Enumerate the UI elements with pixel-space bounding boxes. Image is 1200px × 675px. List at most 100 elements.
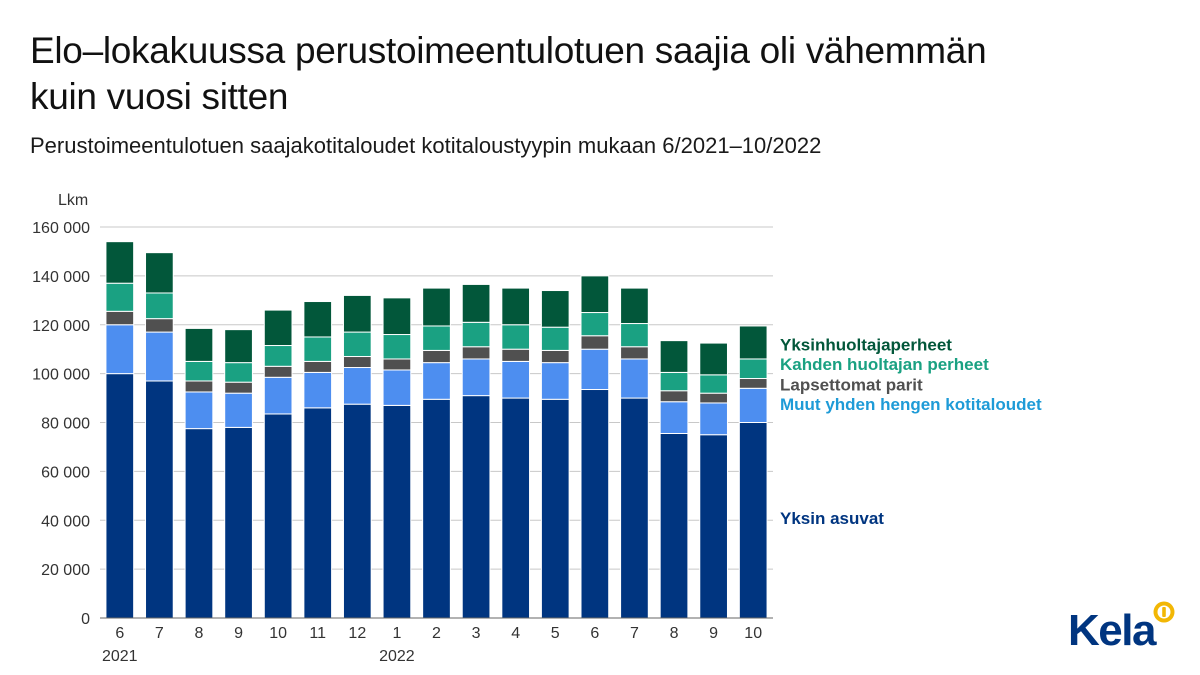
x-tick-label: 7 bbox=[630, 625, 639, 642]
x-tick-label: 4 bbox=[511, 625, 520, 642]
bar-segment-1 bbox=[145, 380, 174, 619]
bar-segment-3 bbox=[105, 310, 135, 326]
bar-segment-3 bbox=[699, 392, 728, 404]
bar-segment-4 bbox=[303, 336, 333, 362]
bar-segment-3 bbox=[224, 381, 253, 394]
chart-subtitle: Perustoimeentulotuen saajakotitaloudet k… bbox=[30, 133, 822, 158]
bar-segment-5 bbox=[461, 283, 491, 323]
bar-segment-1 bbox=[580, 389, 610, 619]
bar-segment-4 bbox=[422, 325, 451, 351]
bar-segment-5 bbox=[303, 301, 333, 338]
x-tick-label: 9 bbox=[234, 625, 243, 642]
bar-segment-4 bbox=[501, 324, 531, 350]
bar-segment-4 bbox=[145, 292, 174, 320]
bar-segment-5 bbox=[145, 252, 174, 294]
kela-mark-icon bbox=[1153, 601, 1175, 623]
bar-segment-1 bbox=[303, 407, 333, 619]
legend-label: Kahden huoltajan perheet bbox=[780, 355, 989, 374]
bar-segment-4 bbox=[382, 334, 412, 360]
bar-segment-1 bbox=[461, 395, 491, 619]
bar-segment-4 bbox=[184, 360, 214, 382]
bar-segment-1 bbox=[659, 432, 689, 619]
logo-text: Kela bbox=[1068, 606, 1156, 655]
y-tick-label: 80 000 bbox=[41, 416, 90, 433]
bar-segment-1 bbox=[342, 403, 372, 619]
bar-segment-1 bbox=[422, 398, 451, 619]
bar-segment-4 bbox=[580, 312, 610, 337]
bar-segment-2 bbox=[699, 402, 728, 436]
bar-segment-2 bbox=[382, 369, 412, 406]
x-tick-label: 6 bbox=[115, 625, 124, 642]
bar-segment-4 bbox=[105, 282, 135, 312]
bar-segment-1 bbox=[224, 426, 253, 619]
bar-segment-1 bbox=[382, 404, 412, 619]
bar-segment-3 bbox=[620, 346, 649, 360]
bar-segment-5 bbox=[422, 287, 451, 327]
y-axis: 0 20 000 40 000 60 000 80 000 100 000 120 000 1… bbox=[32, 192, 90, 628]
bar-segment-5 bbox=[184, 327, 214, 362]
bar-segment-1 bbox=[699, 434, 728, 619]
bar-segment-3 bbox=[461, 346, 491, 360]
y-tick-label: 20 000 bbox=[41, 562, 90, 579]
bar-segment-4 bbox=[659, 371, 689, 392]
bar-segment-2 bbox=[738, 387, 768, 424]
bar-segment-2 bbox=[501, 360, 531, 399]
bar-segment-2 bbox=[620, 358, 649, 399]
bar-segment-1 bbox=[540, 398, 570, 619]
x-tick-label: 9 bbox=[709, 625, 718, 642]
bar-segment-3 bbox=[580, 335, 610, 350]
x-tick-label: 2 bbox=[432, 625, 441, 642]
bar-segment-4 bbox=[342, 331, 372, 358]
bar-segment-1 bbox=[501, 397, 531, 619]
bar-segment-4 bbox=[263, 345, 293, 367]
bar-segment-3 bbox=[422, 349, 451, 364]
bar-segment-5 bbox=[382, 297, 412, 336]
bar-segment-1 bbox=[738, 422, 768, 619]
bar-segment-5 bbox=[501, 287, 531, 326]
x-tick-label: 3 bbox=[472, 625, 481, 642]
bar-segment-3 bbox=[540, 349, 570, 364]
bar-segment-4 bbox=[738, 358, 768, 380]
bar-segment-1 bbox=[620, 397, 649, 619]
x-tick-label: 10 bbox=[744, 625, 762, 642]
bar-segment-2 bbox=[105, 324, 135, 375]
bar-segment-4 bbox=[224, 362, 253, 383]
x-year-label: 2022 bbox=[379, 648, 415, 665]
bar-segment-5 bbox=[540, 290, 570, 328]
x-tick-label: 11 bbox=[309, 625, 326, 642]
bar-segment-3 bbox=[303, 360, 333, 373]
bar-segment-2 bbox=[263, 376, 293, 415]
bar-segment-5 bbox=[224, 329, 253, 364]
bar-segment-4 bbox=[540, 326, 570, 351]
bar-segment-3 bbox=[184, 380, 214, 393]
bar-segment-2 bbox=[461, 358, 491, 397]
x-tick-label: 8 bbox=[670, 625, 679, 642]
legend-label: Yksin asuvat bbox=[780, 509, 884, 528]
bar-segment-3 bbox=[659, 390, 689, 403]
bar-segment-5 bbox=[659, 340, 689, 373]
bar-segment-4 bbox=[620, 323, 649, 348]
bar-segment-5 bbox=[620, 287, 649, 325]
x-tick-label: 12 bbox=[348, 625, 366, 642]
legend-label: Muut yhden hengen kotitaloudet bbox=[780, 395, 1042, 414]
bar-segment-3 bbox=[342, 356, 372, 369]
x-tick-label: 5 bbox=[551, 625, 560, 642]
bar-segment-4 bbox=[461, 321, 491, 348]
bar-segment-2 bbox=[184, 391, 214, 430]
x-year-label: 2021 bbox=[102, 648, 138, 665]
x-tick-label: 1 bbox=[392, 625, 401, 642]
bar-segment-4 bbox=[699, 374, 728, 394]
bar-segment-1 bbox=[105, 373, 135, 619]
bar-segment-3 bbox=[382, 358, 412, 371]
x-tick-label: 6 bbox=[590, 625, 599, 642]
bar-segment-2 bbox=[659, 401, 689, 434]
y-tick-label: 120 000 bbox=[32, 318, 90, 335]
y-tick-label: 0 bbox=[81, 611, 90, 628]
legend-label: Yksinhuoltajaperheet bbox=[780, 335, 952, 354]
bar-segment-2 bbox=[145, 331, 174, 382]
y-axis-unit-label: Lkm bbox=[58, 192, 88, 209]
x-tick-label: 7 bbox=[155, 625, 164, 642]
bar-segment-3 bbox=[263, 365, 293, 378]
